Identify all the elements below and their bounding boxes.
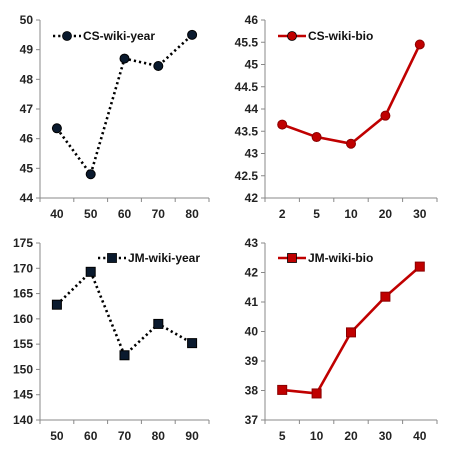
data-point	[346, 138, 356, 149]
y-tick-label: 48	[20, 72, 34, 86]
y-tick-label: 175	[13, 236, 33, 250]
y-tick-label: 39	[245, 354, 259, 368]
data-point	[153, 318, 164, 329]
data-point	[51, 299, 62, 310]
y-tick-label: 145	[13, 388, 33, 402]
x-tick-label: 40	[413, 429, 427, 443]
y-tick-label: 44	[20, 191, 34, 205]
x-tick-label: 40	[50, 207, 64, 221]
x-tick-label: 10	[344, 207, 358, 221]
y-tick-label: 170	[13, 261, 33, 275]
y-tick-label: 150	[13, 362, 33, 376]
x-tick-label: 80	[152, 429, 166, 443]
y-tick-label: 44	[245, 102, 259, 116]
y-tick-label: 43.5	[235, 124, 259, 138]
y-tick-label: 44.5	[235, 80, 259, 94]
legend-marker	[62, 31, 72, 41]
legend-label: JM-wiki-bio	[308, 251, 373, 265]
y-tick-label: 43	[245, 147, 259, 161]
y-tick-label: 47	[20, 102, 34, 116]
data-point	[277, 119, 288, 130]
legend-label: CS-wiki-year	[83, 29, 155, 43]
data-point	[119, 350, 130, 361]
data-point	[187, 29, 198, 40]
data-point	[85, 266, 96, 277]
x-tick-label: 50	[84, 207, 98, 221]
y-tick-label: 42	[245, 191, 259, 205]
y-tick-label: 42.5	[235, 169, 259, 183]
x-tick-label: 60	[84, 429, 98, 443]
legend-marker	[287, 31, 297, 41]
data-point	[153, 60, 164, 71]
y-tick-label: 165	[13, 287, 33, 301]
data-point	[414, 39, 425, 50]
y-tick-label: 45	[20, 161, 34, 175]
x-tick-label: 20	[344, 429, 358, 443]
y-tick-label: 46	[20, 132, 34, 146]
legend-marker	[287, 253, 297, 263]
x-tick-label: 70	[118, 429, 132, 443]
y-tick-label: 160	[13, 312, 33, 326]
x-tick-label: 90	[185, 429, 199, 443]
data-point	[85, 169, 96, 180]
chart-panel-3: 140 145 150 155 160 165 170 175 50 60 70 80 90 JM-wik…	[13, 236, 210, 443]
data-point	[414, 261, 425, 272]
data-point	[311, 132, 322, 143]
legend-label: JM-wiki-year	[128, 251, 200, 265]
y-tick-label: 42	[245, 266, 259, 280]
x-tick-label: 80	[185, 207, 199, 221]
y-tick-label: 43	[245, 236, 259, 250]
chart-panel-2: 42 42.5 43 43.5 44 44.5 45 45.5 46 2 5 10 20 30 CS-wik…	[235, 13, 438, 221]
y-tick-label: 45.5	[235, 35, 259, 49]
data-point	[51, 123, 62, 134]
legend-marker	[107, 253, 117, 263]
y-tick-label: 45	[245, 58, 259, 72]
x-tick-label: 50	[50, 429, 64, 443]
y-tick-label: 37	[245, 413, 259, 427]
series-line	[55, 270, 193, 357]
chart-panel-1: 44 45 46 47 48 49 50 40 50 60 70 80 CS-wiki-year	[20, 13, 210, 221]
legend-label: CS-wiki-bio	[308, 29, 373, 43]
x-tick-label: 2	[279, 207, 286, 221]
y-tick-label: 40	[245, 325, 259, 339]
x-tick-label: 5	[313, 207, 320, 221]
data-point	[346, 327, 356, 338]
chart-panel-4: 37 38 39 40 41 42 43 5 10 20 30 40 JM-wiki-bio	[245, 236, 438, 443]
series-line	[281, 43, 421, 146]
x-tick-label: 30	[379, 429, 393, 443]
y-tick-label: 38	[245, 384, 259, 398]
data-point	[119, 53, 130, 64]
x-tick-label: 5	[279, 429, 286, 443]
x-tick-label: 70	[152, 207, 166, 221]
data-point	[380, 291, 391, 302]
y-tick-label: 155	[13, 337, 33, 351]
y-tick-label: 140	[13, 413, 33, 427]
y-tick-label: 41	[245, 295, 259, 309]
data-point	[187, 338, 198, 349]
x-tick-label: 20	[379, 207, 393, 221]
y-tick-label: 50	[20, 13, 34, 27]
y-tick-label: 49	[20, 43, 34, 57]
x-tick-label: 10	[310, 429, 324, 443]
data-point	[380, 110, 391, 121]
x-tick-label: 60	[118, 207, 132, 221]
data-point	[311, 388, 322, 399]
y-tick-label: 46	[245, 13, 259, 27]
data-point	[277, 384, 288, 395]
x-tick-label: 30	[413, 207, 427, 221]
